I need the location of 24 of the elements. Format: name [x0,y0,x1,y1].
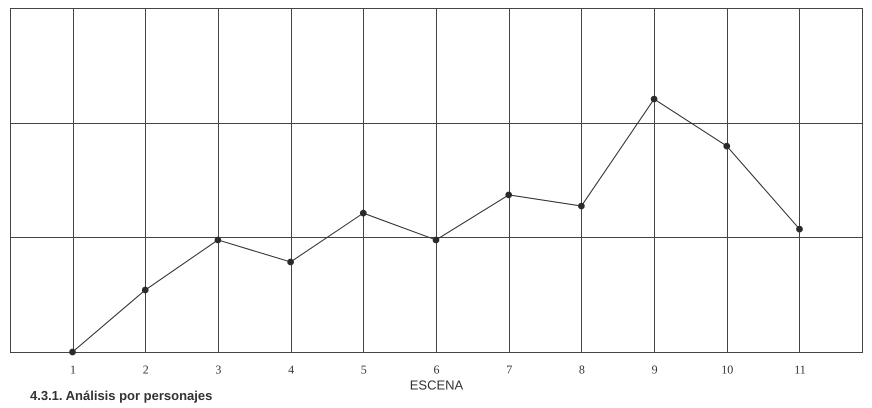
x-tick-label: 5 [360,362,367,376]
x-tick-label: 7 [506,362,512,376]
point [69,348,76,356]
x-tick-label: 8 [578,362,585,376]
point [578,202,585,210]
point [505,192,512,198]
x-tick-label: 11 [794,362,806,376]
x-tick-label: 2 [142,362,149,376]
point [432,236,440,244]
point [723,142,730,150]
point [287,258,294,266]
point [214,236,222,244]
x-tick-label: 6 [434,362,440,376]
x-tick-label: 3 [215,362,222,376]
point [650,96,658,102]
x-tick-label: 9 [652,362,658,376]
x-tick-label: 4 [288,362,294,376]
x-tick-label: 10 [721,362,734,376]
point [796,226,803,232]
x-axis-title: ESCENA [410,378,464,392]
text: 4.3.1. Análisis por personajes [30,388,212,403]
x-tick-label: 1 [70,362,76,376]
point [142,286,149,294]
point [360,210,367,216]
